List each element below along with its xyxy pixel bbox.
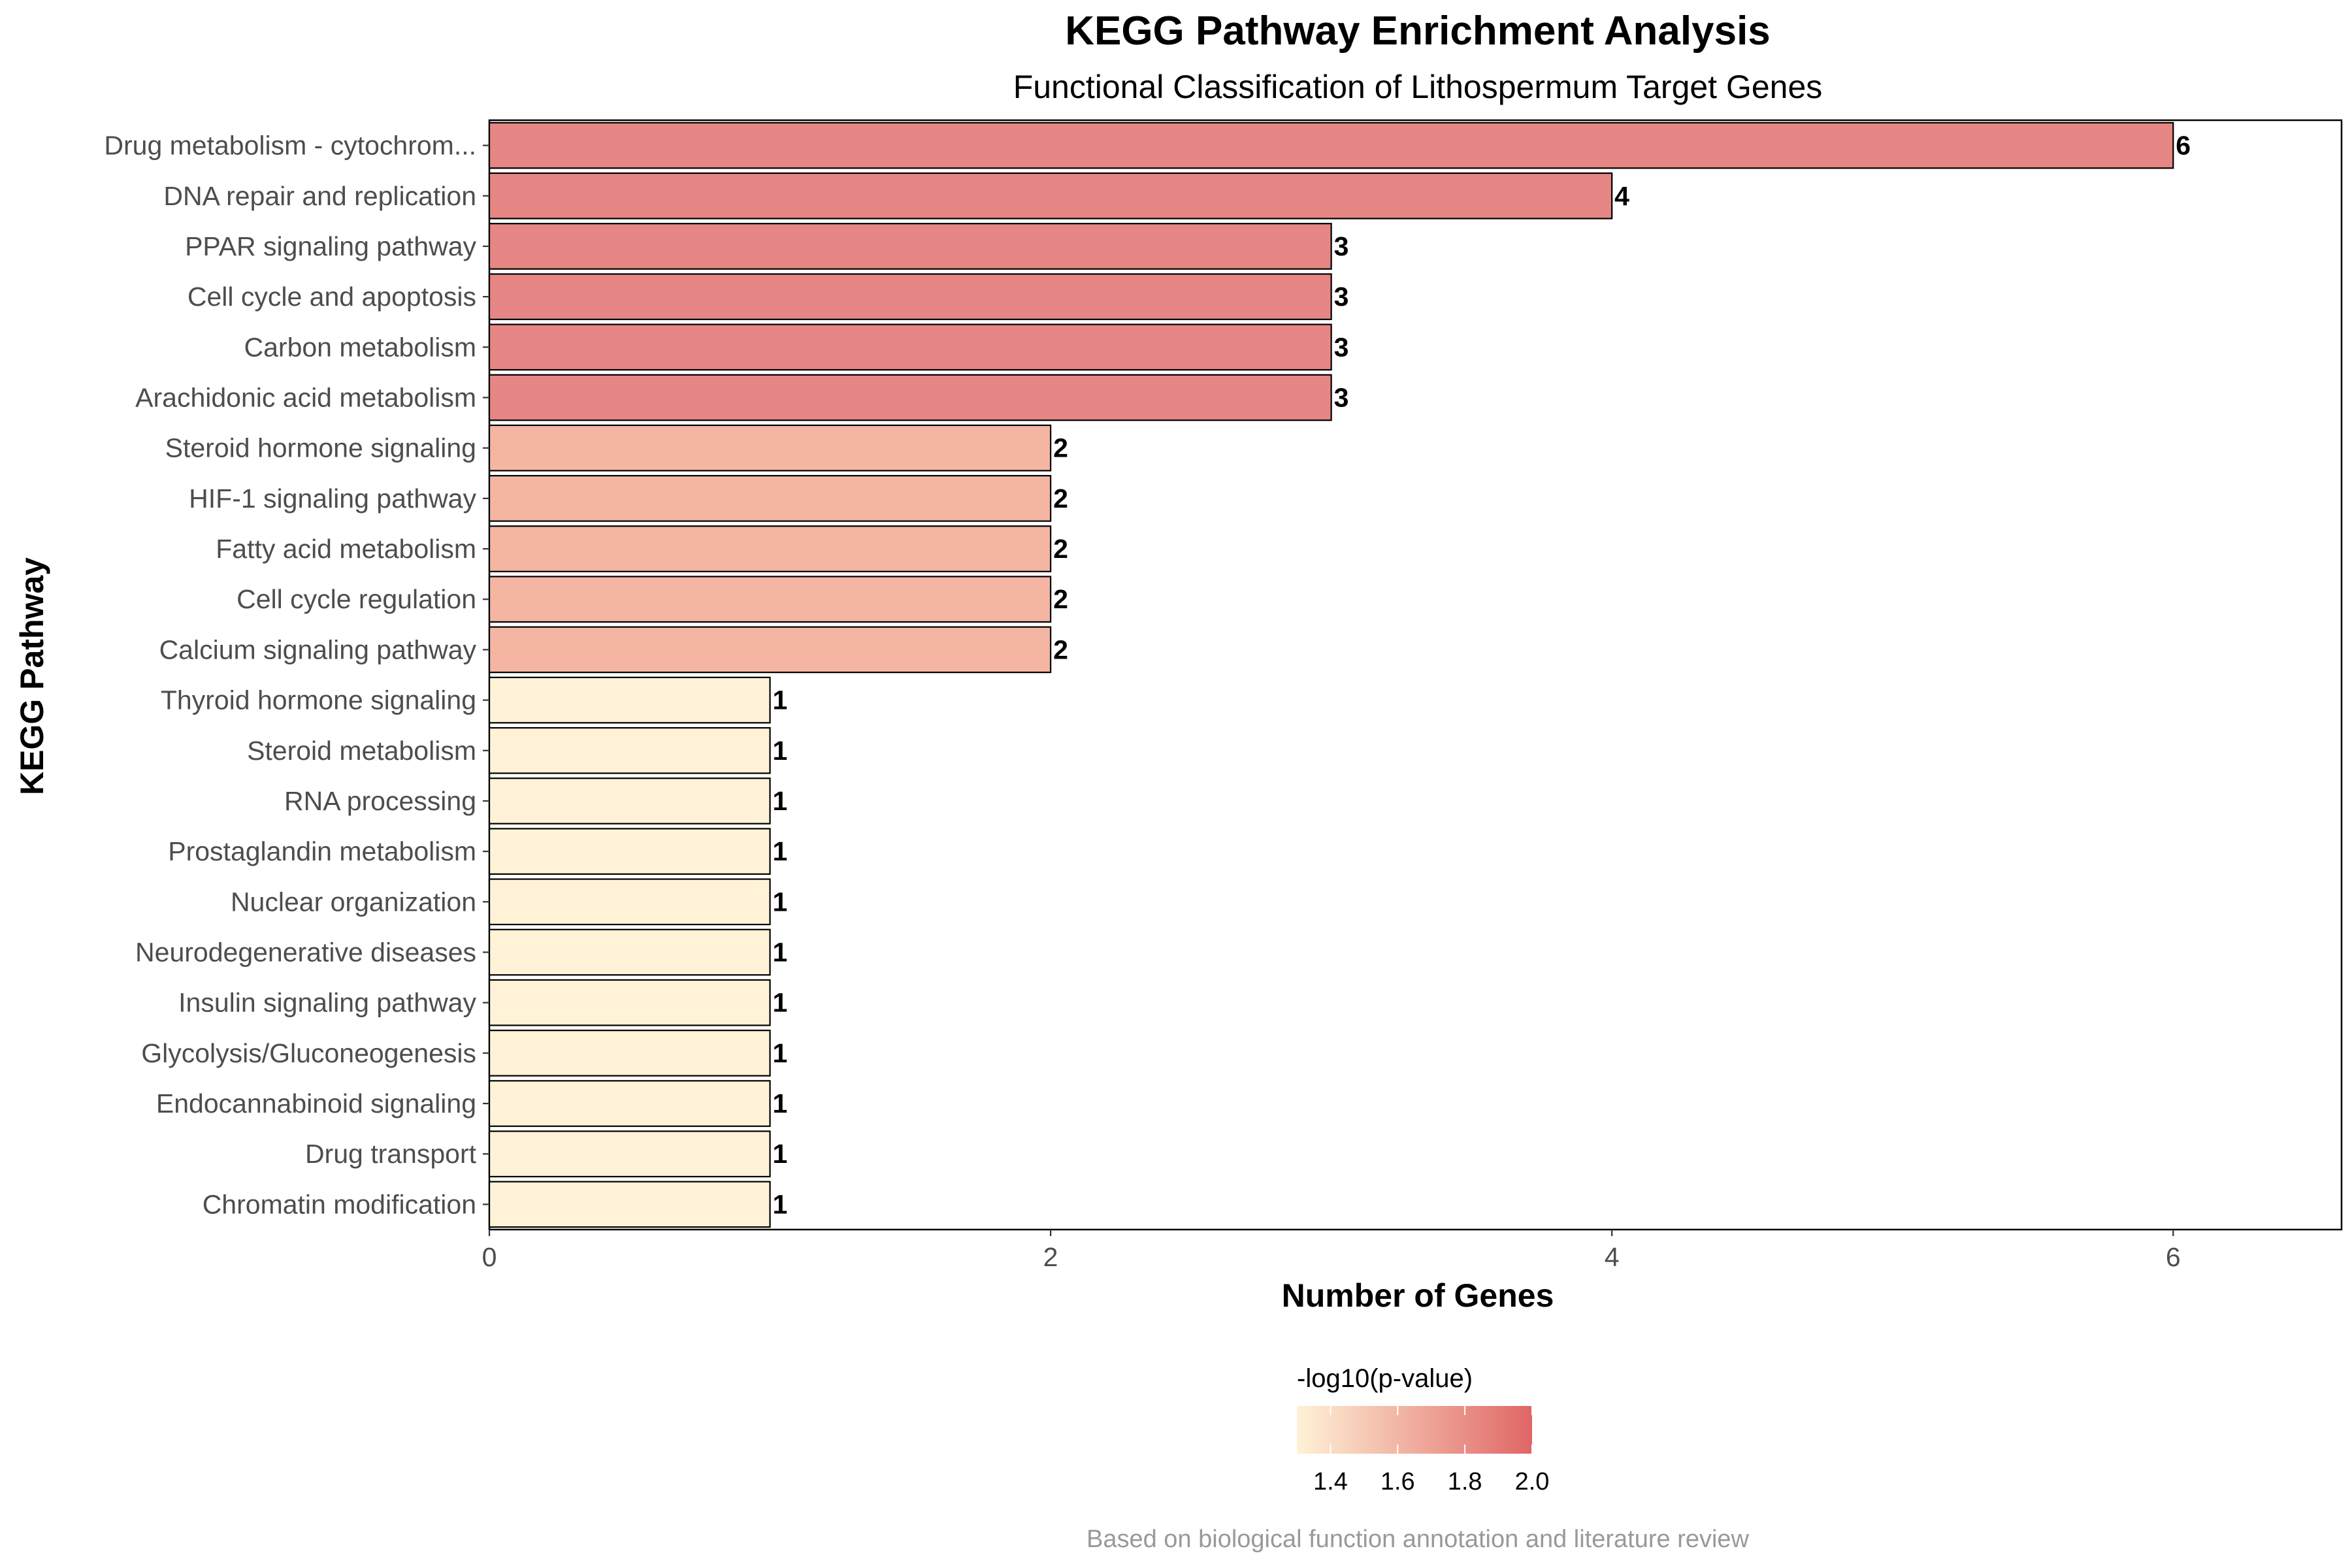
- y-tick-label: PPAR signaling pathway: [185, 231, 476, 261]
- bar-value-label: 1: [773, 836, 788, 866]
- bar-value-label: 4: [1614, 181, 1629, 211]
- bar-value-label: 1: [773, 938, 788, 968]
- y-tick-label: RNA processing: [284, 786, 476, 816]
- y-tick-label: Prostaglandin metabolism: [168, 836, 476, 866]
- bar-value-label: 1: [773, 988, 788, 1018]
- y-tick-label: HIF-1 signaling pathway: [189, 483, 476, 514]
- x-tick-label: 6: [2166, 1242, 2181, 1272]
- y-tick-label: Endocannabinoid signaling: [156, 1088, 476, 1119]
- x-axis-title: Number of Genes: [1282, 1277, 1554, 1314]
- x-tick-label: 2: [1043, 1242, 1058, 1272]
- bar: [488, 424, 1052, 472]
- chart-subtitle: Functional Classification of Lithospermu…: [1013, 69, 1823, 105]
- bar: [488, 374, 1332, 421]
- plot-panel: [488, 119, 2343, 1231]
- bar-value-label: 3: [1334, 332, 1349, 362]
- bar: [488, 323, 1332, 371]
- bar-value-label: 2: [1053, 584, 1068, 614]
- y-tick-label: Cell cycle regulation: [237, 584, 476, 614]
- y-tick-label: Calcium signaling pathway: [159, 634, 477, 664]
- y-tick-label: Glycolysis/Gluconeogenesis: [141, 1038, 476, 1068]
- bar-value-label: 3: [1334, 231, 1349, 261]
- bar-group: 6 4 3 3 3 3 2 2 2 2 2 1 1 1 1 1 1 1 1 1 1 1: [488, 122, 2191, 1228]
- bar-value-label: 1: [773, 1038, 788, 1068]
- y-tick-label: Arachidonic acid metabolism: [135, 383, 476, 413]
- y-tick-label: Nuclear organization: [231, 887, 476, 917]
- y-tick-label: Drug metabolism - cytochrom...: [104, 131, 476, 161]
- bar: [488, 475, 1052, 522]
- bar: [488, 172, 1613, 220]
- legend-tick-label: 1.4: [1313, 1468, 1348, 1495]
- legend-colorbar: [1297, 1406, 1532, 1454]
- y-tick-label: Chromatin modification: [203, 1189, 476, 1219]
- bar: [488, 525, 1052, 572]
- bar: [488, 223, 1332, 270]
- y-tick-label: Steroid hormone signaling: [165, 433, 476, 463]
- y-tick-label: Carbon metabolism: [244, 332, 477, 362]
- bar-value-label: 1: [773, 685, 788, 715]
- bar: [488, 1181, 771, 1228]
- y-tick-label: Neurodegenerative diseases: [135, 938, 476, 968]
- bar-value-label: 1: [773, 887, 788, 917]
- bar: [488, 273, 1332, 320]
- bar-value-label: 1: [773, 786, 788, 816]
- bar-value-label: 2: [1053, 483, 1068, 514]
- chart-caption: Based on biological function annotation …: [1086, 1526, 1750, 1553]
- y-axis-labels: Drug metabolism - cytochrom... DNA repair…: [104, 131, 489, 1219]
- bar-value-label: 1: [773, 1189, 788, 1219]
- bar: [488, 979, 771, 1026]
- bar: [488, 1080, 771, 1127]
- bar-value-label: 1: [773, 1088, 788, 1119]
- panel-border: [488, 119, 2343, 1231]
- y-tick-label: Steroid metabolism: [247, 736, 476, 766]
- bar: [488, 1130, 771, 1178]
- bar: [488, 1030, 771, 1077]
- x-axis: 0 2 4 6: [482, 1230, 2181, 1272]
- y-tick-label: Insulin signaling pathway: [178, 988, 476, 1018]
- legend-tick-label: 2.0: [1515, 1468, 1550, 1495]
- legend-tick-label: 1.8: [1448, 1468, 1482, 1495]
- bar-value-label: 3: [1334, 282, 1349, 312]
- bar-value-label: 1: [773, 1139, 788, 1169]
- y-tick-label: DNA repair and replication: [163, 181, 476, 211]
- bar-value-label: 6: [2176, 131, 2191, 161]
- bar-value-label: 2: [1053, 634, 1068, 664]
- bar: [488, 676, 771, 724]
- bar: [488, 727, 771, 774]
- y-tick-label: Thyroid hormone signaling: [161, 685, 476, 715]
- bar-value-label: 2: [1053, 433, 1068, 463]
- bar: [488, 777, 771, 825]
- bar: [488, 576, 1052, 623]
- bar-value-label: 3: [1334, 383, 1349, 413]
- bar-value-label: 1: [773, 736, 788, 766]
- y-tick-label: Drug transport: [305, 1139, 477, 1169]
- x-tick-label: 4: [1605, 1242, 1620, 1272]
- legend-tick-label: 1.6: [1380, 1468, 1415, 1495]
- x-tick-label: 0: [482, 1242, 497, 1272]
- color-legend: -log10(p-value) 1.4 1.6 1.8 2.0: [1297, 1364, 1549, 1495]
- y-tick-label: Fatty acid metabolism: [216, 534, 476, 564]
- y-tick-label: Cell cycle and apoptosis: [188, 282, 476, 312]
- legend-title: -log10(p-value): [1297, 1364, 1473, 1393]
- bar: [488, 928, 771, 976]
- chart-title: KEGG Pathway Enrichment Analysis: [1065, 8, 1771, 54]
- bar-value-label: 2: [1053, 534, 1068, 564]
- y-axis-title: KEGG Pathway: [14, 557, 50, 795]
- bar: [488, 122, 2174, 169]
- bar: [488, 878, 771, 926]
- bar: [488, 828, 771, 875]
- bar: [488, 626, 1052, 674]
- legend-ticks: 1.4 1.6 1.8 2.0: [1313, 1406, 1549, 1495]
